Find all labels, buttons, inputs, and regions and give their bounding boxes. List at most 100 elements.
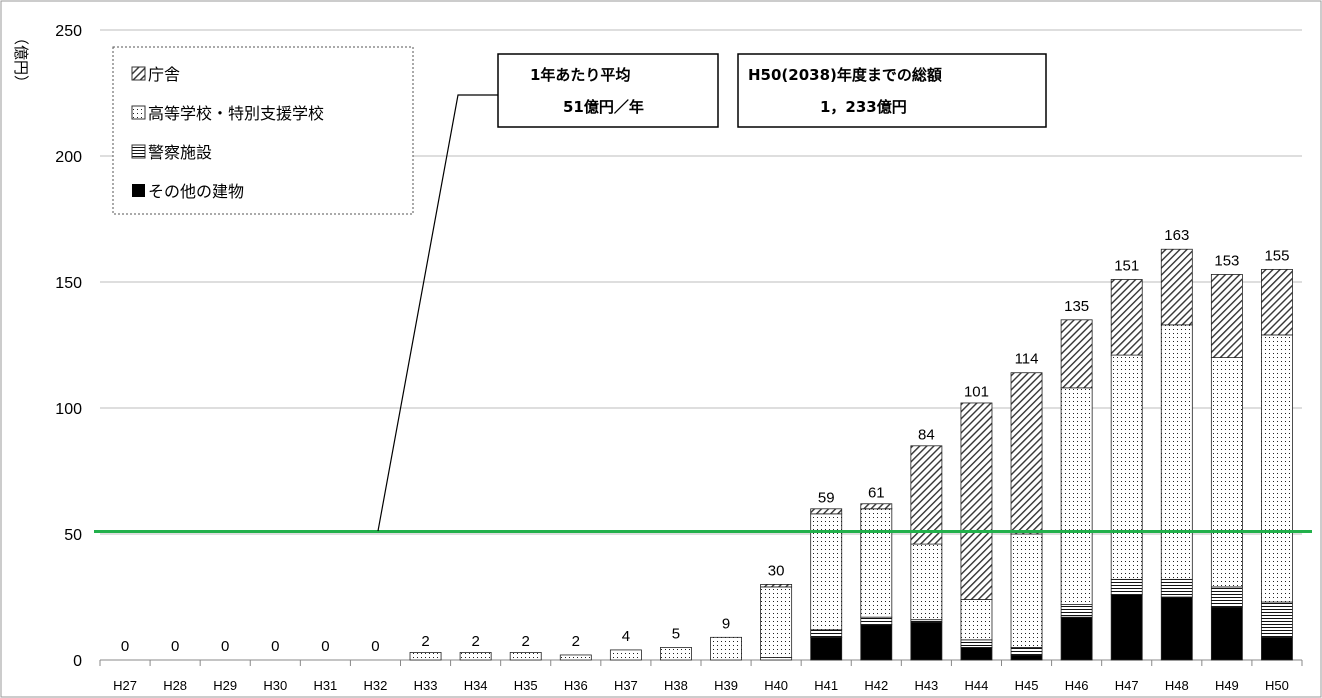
data-label: 114 — [1015, 351, 1039, 368]
bar-segment — [1110, 594, 1143, 661]
data-label: 0 — [271, 638, 279, 655]
callout-total-line1: H50(2038)年度までの総額 — [748, 66, 942, 84]
bar-segment — [1261, 268, 1293, 336]
bar-segment — [1010, 654, 1043, 661]
bar-segment — [960, 599, 993, 641]
data-label: 30 — [768, 562, 785, 579]
legend-item-chosha: 庁舎 — [131, 65, 180, 84]
callout-average-box — [497, 53, 719, 128]
bar-segment — [509, 652, 542, 661]
data-label: 0 — [221, 638, 229, 655]
bar-segment — [1060, 387, 1093, 605]
bar-segment — [1110, 279, 1143, 356]
x-tick-label: H28 — [163, 678, 187, 693]
y-tick-label: 150 — [55, 275, 82, 292]
data-label: 0 — [371, 638, 379, 655]
callout-average-line1: 1年あたり平均 — [530, 66, 630, 84]
data-label: 2 — [572, 633, 580, 650]
callout-average-line2: 51億円／年 — [563, 98, 644, 116]
bar-segment — [1060, 604, 1093, 618]
bar-segment — [810, 508, 843, 515]
bar-segment — [559, 654, 592, 661]
bar-segment — [1010, 372, 1043, 535]
x-tick-label: H31 — [313, 678, 337, 693]
bar-segment — [860, 624, 893, 661]
legend-label-other: その他の建物 — [148, 182, 244, 201]
data-label: 5 — [672, 625, 680, 642]
bar-segment — [1060, 319, 1093, 389]
bar-segment — [1210, 606, 1243, 661]
y-axis-unit-label: （億円） — [12, 30, 30, 90]
legend: 庁舎 高等学校・特別支援学校 警察施設 その他の建物 — [112, 46, 414, 215]
bar-segment — [910, 621, 943, 661]
x-tick-label: H38 — [664, 678, 688, 693]
x-tick-label: H40 — [764, 678, 788, 693]
bar-segment — [609, 649, 642, 661]
x-tick-label: H43 — [914, 678, 938, 693]
bar-segment — [1060, 616, 1093, 661]
x-tick-label: H45 — [1015, 678, 1039, 693]
bars — [409, 248, 1293, 661]
data-label: 84 — [918, 426, 935, 443]
data-label: 2 — [522, 633, 530, 650]
bar-segment — [1160, 596, 1193, 661]
legend-swatch-diag — [131, 66, 146, 81]
x-tick-label: H49 — [1215, 678, 1239, 693]
bar-segment — [710, 636, 742, 661]
x-tick-label: H33 — [414, 678, 438, 693]
legend-label-chosha: 庁舎 — [148, 65, 180, 84]
y-tick-label: 100 — [55, 401, 82, 418]
callout-average: 1年あたり平均 51億円／年 — [497, 53, 719, 128]
data-label: 2 — [421, 633, 429, 650]
x-tick-label: H48 — [1165, 678, 1189, 693]
bar-segment — [960, 647, 993, 661]
x-tick-label: H50 — [1265, 678, 1289, 693]
legend-swatch-solid — [132, 184, 145, 197]
bar-segment — [960, 402, 993, 600]
bar-segment — [860, 503, 893, 510]
bar-segment — [1110, 354, 1143, 580]
x-tick-label: H37 — [614, 678, 638, 693]
bar-segment — [810, 636, 843, 661]
bar-segment — [1010, 647, 1043, 656]
y-axis-ticks: 0 50 100 150 200 250 — [55, 23, 82, 670]
x-tick-label: H35 — [514, 678, 538, 693]
bar-segment — [1160, 578, 1193, 598]
x-tick-label: H44 — [965, 678, 989, 693]
data-label: 101 — [964, 383, 989, 400]
bar-segment — [910, 543, 943, 621]
data-label: 2 — [471, 633, 479, 650]
x-tick-label: H42 — [864, 678, 888, 693]
bar-segment — [960, 639, 993, 648]
callout-total-line2: 1，233億円 — [820, 98, 907, 116]
x-tick-label: H27 — [113, 678, 137, 693]
x-tick-label: H34 — [464, 678, 488, 693]
data-label: 153 — [1214, 252, 1239, 269]
bar-segment — [1261, 601, 1293, 638]
bar-segment — [810, 629, 843, 638]
callout-total-box — [737, 53, 1047, 128]
x-tick-label: H30 — [263, 678, 287, 693]
bar-segment — [860, 508, 893, 618]
x-axis-ticks: H27 H28 H29 H30 H31 H32 H33 H34 H35 H36 H37 H38 H39 H… — [99, 660, 1303, 693]
bar-segment — [1010, 533, 1043, 648]
legend-label-schools: 高等学校・特別支援学校 — [148, 104, 324, 123]
bar-segment — [1110, 578, 1143, 595]
data-label: 155 — [1264, 247, 1289, 264]
x-tick-label: H41 — [814, 678, 838, 693]
data-label: 0 — [121, 638, 129, 655]
bar-segment — [860, 616, 893, 626]
y-tick-label: 250 — [55, 23, 82, 40]
y-tick-label: 0 — [73, 653, 82, 670]
legend-swatch-dots — [131, 105, 146, 120]
bar-segment — [910, 445, 943, 545]
bar-segment — [1160, 248, 1193, 326]
callout-total: H50(2038)年度までの総額 1，233億円 — [737, 53, 1047, 128]
legend-item-schools: 高等学校・特別支援学校 — [131, 104, 324, 123]
bar-segment — [660, 647, 692, 661]
bar-segment — [1261, 636, 1293, 661]
data-label: 0 — [171, 638, 179, 655]
